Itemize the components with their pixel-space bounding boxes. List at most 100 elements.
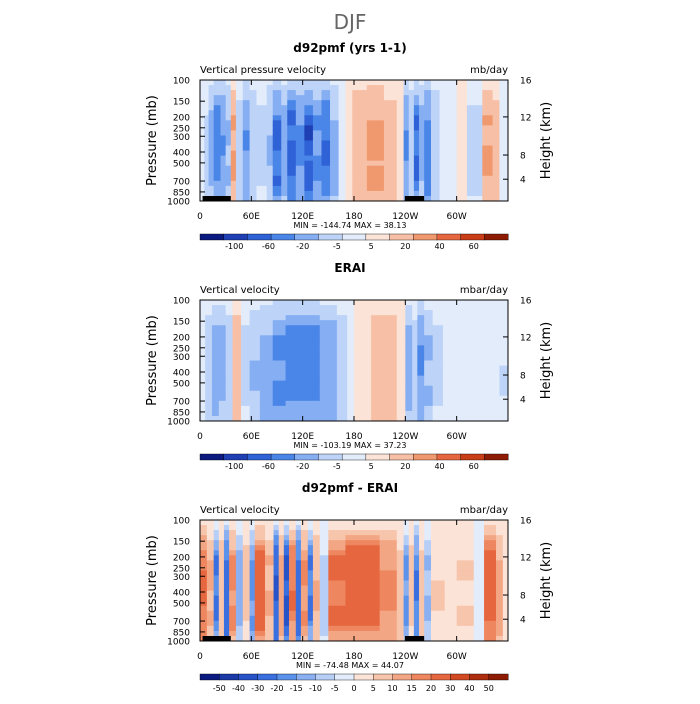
field-cell [417,315,425,321]
field-cell [354,385,372,392]
field-cell [482,305,500,311]
field-cell [345,110,353,116]
field-cell [419,90,425,96]
field-cell [235,145,244,151]
field-cell [408,620,415,627]
field-cell [200,340,206,346]
y2-tick-label: 12 [520,553,531,563]
field-cell [448,180,458,187]
colorbar-swatch [294,233,319,241]
y-tick-label: 250 [173,564,190,574]
field-cell [241,380,251,387]
field-cell [205,340,213,346]
field-cell [200,170,205,177]
field-cell [283,535,290,541]
field-cell [319,530,329,536]
field-cell [300,575,309,581]
field-cell [241,345,251,351]
field-cell [352,175,368,182]
field-cell [403,190,410,197]
field-cell [285,315,321,321]
field-cell [273,520,280,526]
field-cell [473,595,485,602]
field-cell [413,570,420,576]
field-cell [499,150,509,157]
field-cell [456,385,483,392]
field-cell [408,550,415,556]
field-cell [371,375,398,382]
field-cell [444,525,458,531]
field-cell [272,365,286,371]
field-cell [366,145,385,151]
field-cell [354,405,372,412]
field-cell [413,100,420,106]
field-cell [249,115,257,121]
field-cell [396,630,405,637]
field-cell [424,620,432,627]
field-cell [319,305,338,311]
field-cell [312,195,322,202]
field-cell [330,80,339,86]
field-cell [229,530,237,536]
field-cell [266,185,274,192]
field-cell [328,630,346,637]
field-cell [473,520,485,526]
field-cell [482,350,500,356]
field-cell [213,115,221,121]
field-cell [230,105,237,111]
field-cell [218,575,225,581]
field-cell [396,540,405,546]
field-cell [213,130,221,136]
field-cell [499,370,509,377]
field-cell [319,520,329,526]
field-cell [256,165,268,172]
field-cell [213,125,221,131]
panel-title: d92pmf - ERAI [302,481,398,495]
field-cell [283,635,290,642]
field-cell [319,610,329,617]
field-cell [328,620,346,627]
field-cell [249,560,256,566]
field-cell [352,90,368,96]
field-cell [336,320,348,326]
field-cell [412,330,418,336]
field-cell [300,595,309,602]
field-cell [424,140,432,146]
field-cell [492,110,500,116]
field-cell [336,330,348,336]
field-cell [272,115,282,121]
field-cell [456,620,475,627]
field-cell [330,165,339,172]
field-cell [265,585,274,591]
field-cell [235,610,244,617]
field-cell [456,560,475,566]
field-cell [230,110,237,116]
field-cell [232,350,242,356]
field-cell [225,125,232,131]
field-cell [200,175,205,182]
field-cell [403,520,410,526]
field-cell [319,595,329,602]
field-cell [371,335,398,341]
field-cell [484,520,497,526]
field-cell [256,175,268,182]
field-cell [295,120,305,126]
field-cell [283,575,290,581]
field-cell [456,120,468,126]
field-cell [206,580,215,586]
field-cell [272,130,282,136]
field-cell [206,625,215,632]
field-cell [413,630,420,637]
field-cell [347,335,355,341]
field-cell [283,625,290,632]
field-cell [484,560,497,566]
field-cell [383,105,398,111]
field-cell [502,600,509,607]
field-cell [466,165,483,172]
field-cell [312,560,321,566]
field-cell [281,85,288,91]
field-cell [200,130,205,136]
field-cell [225,155,232,162]
field-cell [287,115,297,121]
field-cell [444,620,458,627]
